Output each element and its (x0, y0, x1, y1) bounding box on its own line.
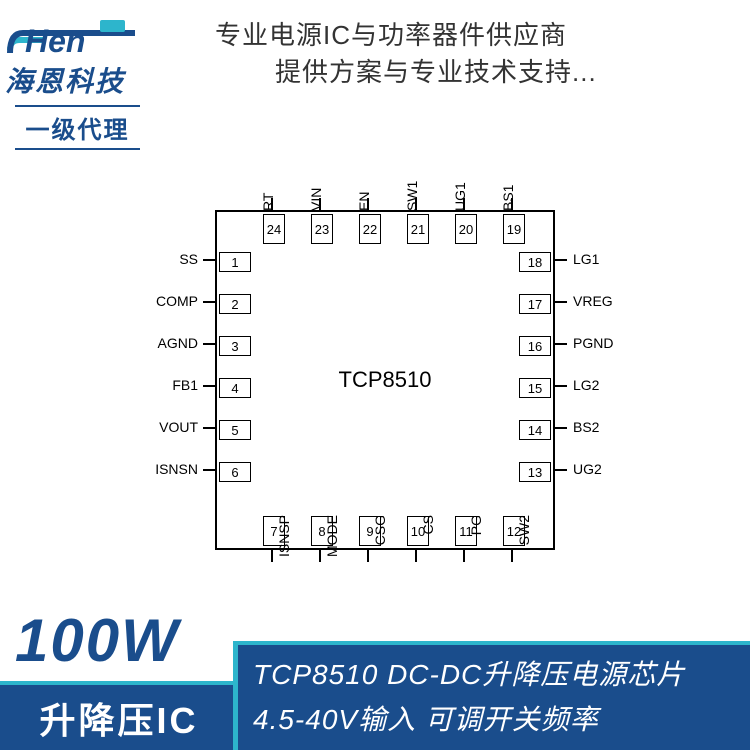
pin-24: 24 (263, 214, 285, 244)
header-line2: 提供方案与专业技术支持... (215, 52, 730, 89)
pin-18: 18 (519, 252, 551, 272)
pin-20: 20 (455, 214, 477, 244)
pin-6: 6 (219, 462, 251, 482)
pin-label-BS2: BS2 (573, 419, 628, 435)
pin-tick (511, 550, 513, 562)
pin-22: 22 (359, 214, 381, 244)
logo-text: 海恩科技 (5, 60, 185, 100)
pin-tick (367, 550, 369, 562)
pin-tick (555, 301, 567, 303)
pin-tick (415, 550, 417, 562)
pin-4: 4 (219, 378, 251, 398)
pin-tick (319, 550, 321, 562)
svg-text:Hen: Hen (25, 23, 85, 59)
pin-label-BS1: BS1 (500, 161, 516, 211)
pin-label-SW1: SW1 (404, 161, 420, 211)
pin-3: 3 (219, 336, 251, 356)
pin-label-RT: RT (260, 161, 276, 211)
pin-16: 16 (519, 336, 551, 356)
pin-tick (555, 343, 567, 345)
ic-label: 升降压IC (0, 685, 238, 750)
pin-23: 23 (311, 214, 333, 244)
pin-label-LG2: LG2 (573, 377, 628, 393)
logo-icon: Hen (5, 10, 145, 60)
agent-label: 一级代理 (15, 105, 140, 150)
pin-label-COMP: COMP (143, 293, 198, 309)
chip-name: TCP8510 (339, 367, 432, 393)
pin-label-PG: PG (468, 515, 484, 565)
pin-15: 15 (519, 378, 551, 398)
product-title: TCP8510 DC-DC升降压电源芯片 (253, 653, 735, 693)
pin-tick (203, 259, 215, 261)
pin-label-AGND: AGND (143, 335, 198, 351)
pin-tick (463, 550, 465, 562)
pin-label-ISNSN: ISNSN (143, 461, 198, 477)
pin-label-VOUT: VOUT (143, 419, 198, 435)
pin-label-VIN: VIN (308, 161, 324, 211)
pin-14: 14 (519, 420, 551, 440)
pin-tick (271, 550, 273, 562)
pin-2: 2 (219, 294, 251, 314)
pin-tick (203, 427, 215, 429)
pin-tick (555, 385, 567, 387)
product-specs: 4.5-40V输入 可调开关频率 (253, 698, 735, 738)
pin-19: 19 (503, 214, 525, 244)
blue-bar: TCP8510 DC-DC升降压电源芯片 4.5-40V输入 可调开关频率 (238, 645, 750, 750)
power-label: 100W (15, 606, 180, 675)
pin-tick (203, 469, 215, 471)
chip-diagram: TCP8510 12345618171615141324232221201978… (125, 165, 625, 595)
pin-tick (555, 259, 567, 261)
header: Hen 海恩科技 专业电源IC与功率器件供应商 提供方案与专业技术支持... (0, 0, 750, 100)
pin-label-VREG: VREG (573, 293, 628, 309)
pin-label-SW2: SW2 (516, 515, 532, 565)
pin-tick (203, 301, 215, 303)
pin-13: 13 (519, 462, 551, 482)
bottom-section: 100W 升降压IC TCP8510 DC-DC升降压电源芯片 4.5-40V输… (0, 600, 750, 750)
pin-label-PGND: PGND (573, 335, 628, 351)
logo-area: Hen 海恩科技 (5, 10, 185, 100)
pin-label-LG1: LG1 (573, 251, 628, 267)
header-line1: 专业电源IC与功率器件供应商 (215, 15, 730, 52)
pin-label-FB1: FB1 (143, 377, 198, 393)
pin-label-CS: CS (420, 515, 436, 565)
pin-tick (203, 343, 215, 345)
pin-label-SS: SS (143, 251, 198, 267)
pin-label-ISNSP: ISNSP (276, 515, 292, 565)
pin-tick (555, 427, 567, 429)
pin-17: 17 (519, 294, 551, 314)
pin-1: 1 (219, 252, 251, 272)
pin-tick (203, 385, 215, 387)
header-text: 专业电源IC与功率器件供应商 提供方案与专业技术支持... (185, 10, 750, 100)
pin-label-CSG: CSG (372, 515, 388, 565)
pin-5: 5 (219, 420, 251, 440)
pin-label-UG2: UG2 (573, 461, 628, 477)
pin-21: 21 (407, 214, 429, 244)
pin-label-UG1: UG1 (452, 161, 468, 211)
chip-body: TCP8510 12345618171615141324232221201978… (215, 210, 555, 550)
pin-label-EN: EN (356, 161, 372, 211)
pin-label-MODE: MODE (324, 515, 340, 565)
pin-tick (555, 469, 567, 471)
